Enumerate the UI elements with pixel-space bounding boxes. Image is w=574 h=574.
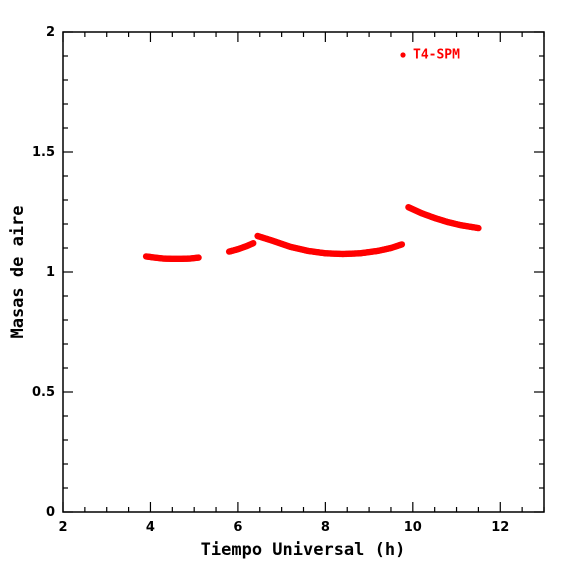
x-tick-label: 10 — [404, 520, 422, 535]
y-tick-label: 1.5 — [32, 145, 55, 160]
legend-series-name: T4-SPM — [413, 48, 460, 63]
x-tick-label: 6 — [233, 520, 242, 535]
data-point — [475, 224, 482, 232]
y-tick-label: 0 — [46, 505, 55, 520]
axis-ticks — [62, 31, 545, 513]
y-tick-label: 1 — [46, 265, 55, 280]
data-point — [250, 240, 257, 247]
y-tick-labels: 0 0.5 1 1.5 2 — [32, 25, 55, 520]
x-axis-title: Tiempo Universal (h) — [201, 540, 406, 560]
x-tick-labels: 2 4 6 8 10 12 — [58, 520, 509, 535]
data-point — [195, 254, 202, 261]
y-tick-label: 2 — [46, 25, 55, 40]
legend: T4-SPM — [400, 48, 460, 63]
y-tick-label: 0.5 — [32, 385, 55, 400]
plot-frame — [62, 31, 545, 513]
x-tick-label: 12 — [491, 520, 509, 535]
legend-marker — [400, 52, 406, 58]
y-axis-title: Masas de aire — [8, 205, 28, 338]
x-tick-label: 2 — [58, 520, 67, 535]
x-tick-label: 8 — [321, 520, 330, 535]
data-points — [142, 204, 482, 262]
x-tick-label: 4 — [146, 520, 155, 535]
data-point — [398, 241, 406, 248]
